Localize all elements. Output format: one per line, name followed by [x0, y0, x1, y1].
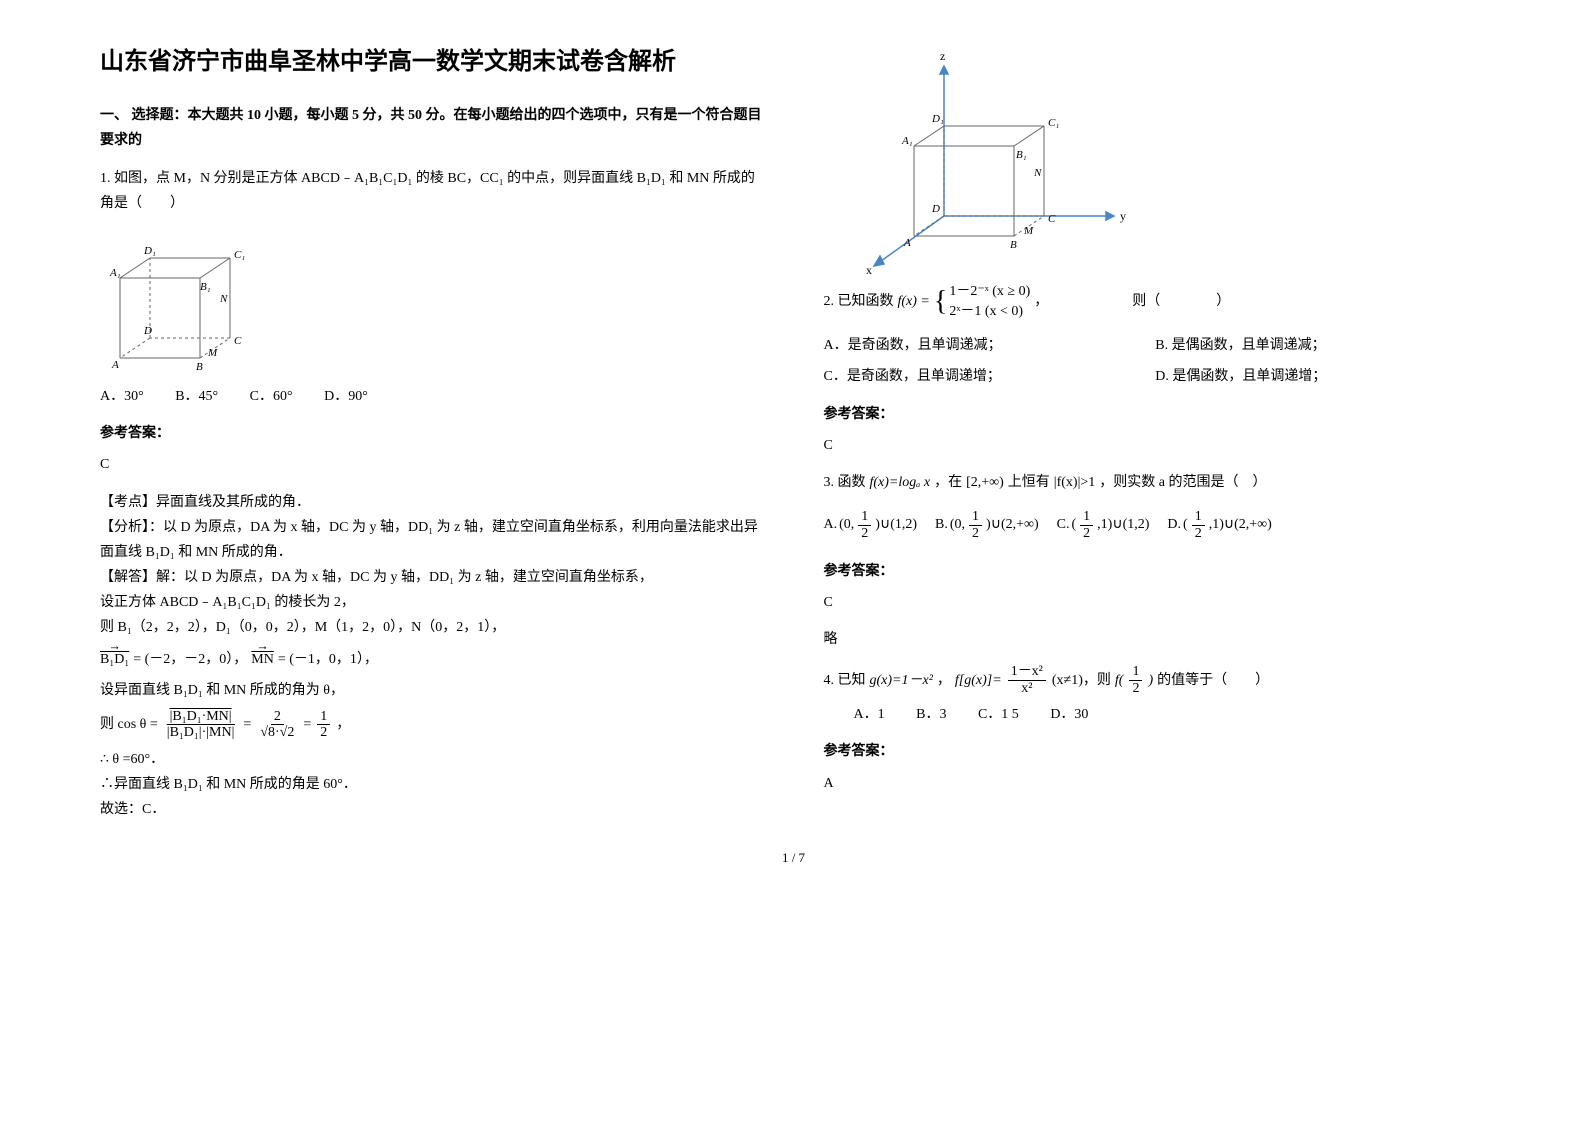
svg-text:B₁: B₁: [1016, 149, 1027, 161]
q3-choice-B: B. (0, 12 )∪(2,+∞): [935, 509, 1039, 541]
cube-label-B1: B₁: [200, 281, 211, 293]
svg-text:A₁: A₁: [901, 135, 913, 147]
q1-choices: A．30° B．45° C．60° D．90°: [100, 384, 764, 409]
cube-label-D1: D₁: [143, 245, 156, 257]
q2-choice-B: B. 是偶函数，且单调递减；: [1155, 333, 1459, 358]
q1-choice-B: B．45°: [175, 384, 218, 409]
q3-choice-C: C. ( 12 ,1)∪(1,2): [1057, 509, 1150, 541]
q2-ans: C: [824, 433, 1488, 458]
q2-choice-D: D. 是偶函数，且单调递增；: [1155, 364, 1459, 389]
q3-choice-D: D. ( 12 ,1)∪(2,+∞): [1167, 509, 1271, 541]
q1-analysis: 【分析】：以 D 为原点，DA 为 x 轴，DC 为 y 轴，DD₁ 为 z 轴…: [100, 515, 764, 565]
q2-choices: A．是奇函数，且单调递减； B. 是偶函数，且单调递减； C．是奇函数，且单调递…: [824, 333, 1488, 389]
q1-solve-l7: ∴异面直线 B₁D₁ 和 MN 所成的角是 60°．: [100, 772, 764, 797]
q1-choice-A: A．30°: [100, 384, 144, 409]
q3-note: 略: [824, 627, 1488, 652]
q1-choice-D: D．90°: [324, 384, 368, 409]
axis-z-label: z: [940, 49, 945, 63]
page-title: 山东省济宁市曲阜圣林中学高一数学文期末试卷含解析: [100, 40, 764, 83]
q4-stem: 4. 已知 g(x)=1－x² ， f[g(x)]= 1－x²x² (x≠1)，…: [824, 664, 1488, 696]
svg-text:C₁: C₁: [1048, 117, 1059, 129]
axis-x-label: x: [866, 263, 872, 276]
page-number: 1 / 7: [100, 846, 1487, 869]
q1-ans: C: [100, 452, 764, 477]
q1-solve-l8: 故选：C．: [100, 797, 764, 822]
svg-text:M: M: [1023, 225, 1034, 237]
q1-solve-l4: 设异面直线 B₁D₁ 和 MN 所成的角为 θ，: [100, 678, 764, 703]
q2-choice-C: C．是奇函数，且单调递增；: [824, 364, 1128, 389]
q4-choices: A．1 B．3 C．1 5 D．30: [854, 702, 1488, 727]
q1-exam-point: 【考点】异面直线及其所成的角．: [100, 490, 764, 515]
q4-choice-A: A．1: [854, 702, 885, 727]
q3-ans-label: 参考答案：: [824, 559, 1488, 584]
cube-label-A: A: [111, 359, 119, 371]
q2-stem: 2. 已知函数 f(x) = { 1－2⁻ˣ (x ≥ 0) 2ˣ－1 (x <…: [824, 282, 1488, 321]
q4-ans: A: [824, 771, 1488, 796]
q4-choice-B: B．3: [916, 702, 946, 727]
cube-label-C: C: [234, 335, 242, 347]
q4-ans-label: 参考答案：: [824, 739, 1488, 764]
q2-ans-label: 参考答案：: [824, 402, 1488, 427]
q3-stem: 3. 函数 f(x)=logₐ x ，在 [2,+∞) 上恒有 |f(x)|>1…: [824, 470, 1488, 495]
q1-solve-l6: ∴ θ =60°．: [100, 747, 764, 772]
svg-text:B: B: [1010, 239, 1017, 251]
svg-text:D₁: D₁: [931, 113, 944, 125]
q1-coord-figure: y z x A B C D A₁ B₁ C₁ D₁ M N: [824, 46, 1144, 276]
q4-choice-D: D．30: [1050, 702, 1088, 727]
cube-label-A1: A₁: [109, 267, 121, 279]
q1-solve-l2: 则 B₁（2，2，2），D₁（0，0，2），M（1，2，0），N（0，2，1），: [100, 615, 764, 640]
q1-solve-l3: B₁D₁= (－2，－2，0）， MN= (－1，0，1），: [100, 647, 764, 672]
cube-label-D: D: [143, 325, 152, 337]
q1-solve-l5: 则 cos θ = |B₁D₁·MN| |B₁D₁|·|MN| = 2 √8·√…: [100, 709, 764, 741]
q1-ans-label: 参考答案：: [100, 421, 764, 446]
cube-label-C1: C₁: [234, 249, 245, 261]
svg-text:N: N: [1033, 167, 1042, 179]
cube-label-N: N: [219, 293, 228, 305]
axis-y-label: y: [1120, 209, 1126, 223]
svg-text:A: A: [903, 237, 911, 249]
section-header: 一、 选择题：本大题共 10 小题，每小题 5 分，共 50 分。在每小题给出的…: [100, 103, 764, 153]
svg-text:C: C: [1048, 213, 1056, 225]
q3-choices: A. (0, 12 )∪(1,2) B. (0, 12 )∪(2,+∞) C. …: [824, 509, 1488, 541]
q1-solve-l1: 设正方体 ABCD﹣A₁B₁C₁D₁ 的棱长为 2，: [100, 590, 764, 615]
q3-ans: C: [824, 590, 1488, 615]
q1-choice-C: C．60°: [250, 384, 293, 409]
q1-solve-head: 【解答】解：以 D 为原点，DA 为 x 轴，DC 为 y 轴，DD₁ 为 z …: [100, 565, 764, 590]
svg-text:D: D: [931, 203, 940, 215]
q2-choice-A: A．是奇函数，且单调递减；: [824, 333, 1128, 358]
q3-choice-A: A. (0, 12 )∪(1,2): [824, 509, 918, 541]
q1-figure-cube: A B C D A₁ B₁ C₁ D₁ M N: [100, 228, 260, 378]
cube-label-B: B: [196, 361, 203, 373]
q1-stem: 1. 如图，点 M，N 分别是正方体 ABCD﹣A₁B₁C₁D₁ 的棱 BC，C…: [100, 166, 764, 216]
q4-choice-C: C．1 5: [978, 702, 1019, 727]
cube-label-M: M: [207, 347, 218, 359]
